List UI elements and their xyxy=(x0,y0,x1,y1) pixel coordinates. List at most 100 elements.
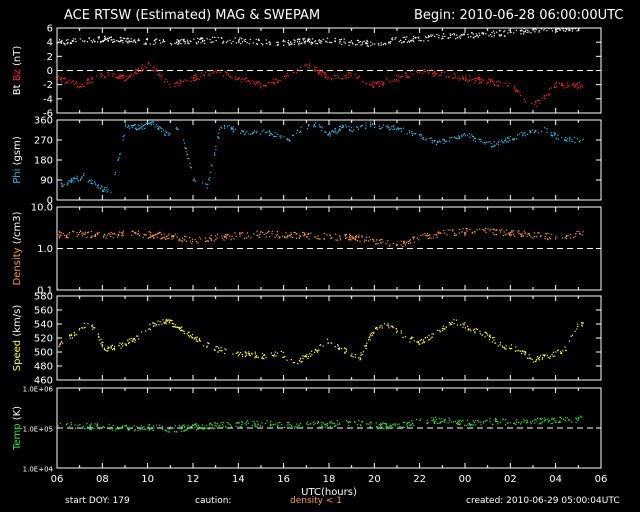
data-point xyxy=(290,232,292,234)
y-tick-label: 0 xyxy=(47,66,53,77)
data-point xyxy=(354,356,356,358)
data-point xyxy=(164,134,167,136)
data-point xyxy=(83,40,86,42)
data-point xyxy=(83,322,85,324)
data-point xyxy=(242,232,244,234)
data-point xyxy=(518,90,520,92)
data-point xyxy=(82,232,84,234)
data-point xyxy=(434,35,436,37)
data-point xyxy=(299,66,302,68)
data-point xyxy=(456,34,458,36)
data-point xyxy=(118,345,120,347)
data-point xyxy=(134,40,136,43)
data-point xyxy=(91,180,93,182)
data-point xyxy=(170,42,172,44)
data-point xyxy=(561,84,563,86)
data-point xyxy=(513,230,515,232)
data-point xyxy=(106,186,108,189)
data-point xyxy=(191,238,194,240)
data-point xyxy=(417,341,419,343)
data-point xyxy=(256,81,258,83)
data-point xyxy=(488,35,490,37)
data-point xyxy=(457,421,459,423)
data-point xyxy=(468,423,470,425)
data-point xyxy=(271,354,274,357)
data-point xyxy=(137,70,139,73)
data-point xyxy=(175,42,178,44)
data-point xyxy=(520,33,522,35)
data-point xyxy=(335,74,337,77)
data-point xyxy=(215,346,217,348)
data-point xyxy=(151,69,153,71)
data-point xyxy=(130,337,132,340)
data-point xyxy=(127,76,130,78)
data-point xyxy=(396,129,398,131)
data-point xyxy=(247,235,250,237)
data-point xyxy=(144,123,147,125)
data-point xyxy=(540,418,542,421)
data-point xyxy=(122,235,124,237)
data-point xyxy=(321,424,323,426)
data-point xyxy=(368,84,371,86)
data-point xyxy=(436,422,438,425)
data-point xyxy=(314,66,316,68)
data-point xyxy=(194,238,196,241)
y-tick-label: 0.1 xyxy=(37,286,53,297)
data-point xyxy=(283,136,285,138)
data-point xyxy=(507,136,509,138)
data-point xyxy=(230,127,232,129)
data-point xyxy=(74,82,77,85)
data-point xyxy=(445,326,447,328)
data-point xyxy=(402,426,404,428)
data-point xyxy=(153,236,155,239)
data-point xyxy=(337,347,340,350)
data-point xyxy=(232,128,234,130)
data-point xyxy=(400,332,403,334)
data-point xyxy=(435,418,437,420)
panel-frame xyxy=(56,119,602,201)
data-point xyxy=(128,127,131,129)
data-point xyxy=(112,237,114,239)
data-point xyxy=(404,336,406,338)
data-point xyxy=(210,235,212,237)
data-point xyxy=(214,152,216,154)
data-point xyxy=(245,78,247,80)
data-point xyxy=(319,426,321,428)
data-point xyxy=(107,189,109,191)
data-point xyxy=(534,130,537,133)
data-point xyxy=(154,42,157,44)
data-point xyxy=(554,355,556,357)
data-point xyxy=(428,72,430,74)
data-point xyxy=(197,37,199,39)
data-point xyxy=(578,417,580,419)
data-point xyxy=(373,82,375,84)
data-point xyxy=(280,135,282,137)
data-point xyxy=(381,327,383,329)
data-point xyxy=(112,75,114,77)
y-axis-label: Phi (gsm) xyxy=(12,136,23,184)
data-point xyxy=(551,135,554,137)
y-tick-label: 500 xyxy=(34,348,53,359)
data-point xyxy=(495,419,497,421)
caution-label: caution: xyxy=(195,496,232,506)
data-point xyxy=(499,82,501,84)
data-point xyxy=(199,37,202,39)
data-point xyxy=(355,239,357,241)
data-point xyxy=(445,76,447,78)
data-point xyxy=(180,239,182,242)
data-point xyxy=(168,319,170,321)
data-point xyxy=(405,423,407,425)
data-point xyxy=(474,419,477,422)
data-point xyxy=(422,138,424,141)
data-point xyxy=(507,232,510,234)
data-point xyxy=(293,361,295,364)
data-point xyxy=(98,187,100,189)
data-point xyxy=(412,237,414,239)
data-point xyxy=(161,323,163,325)
data-point xyxy=(310,43,312,45)
data-point xyxy=(533,103,536,106)
data-point xyxy=(569,419,571,421)
data-point xyxy=(359,240,361,242)
data-point xyxy=(472,139,475,141)
